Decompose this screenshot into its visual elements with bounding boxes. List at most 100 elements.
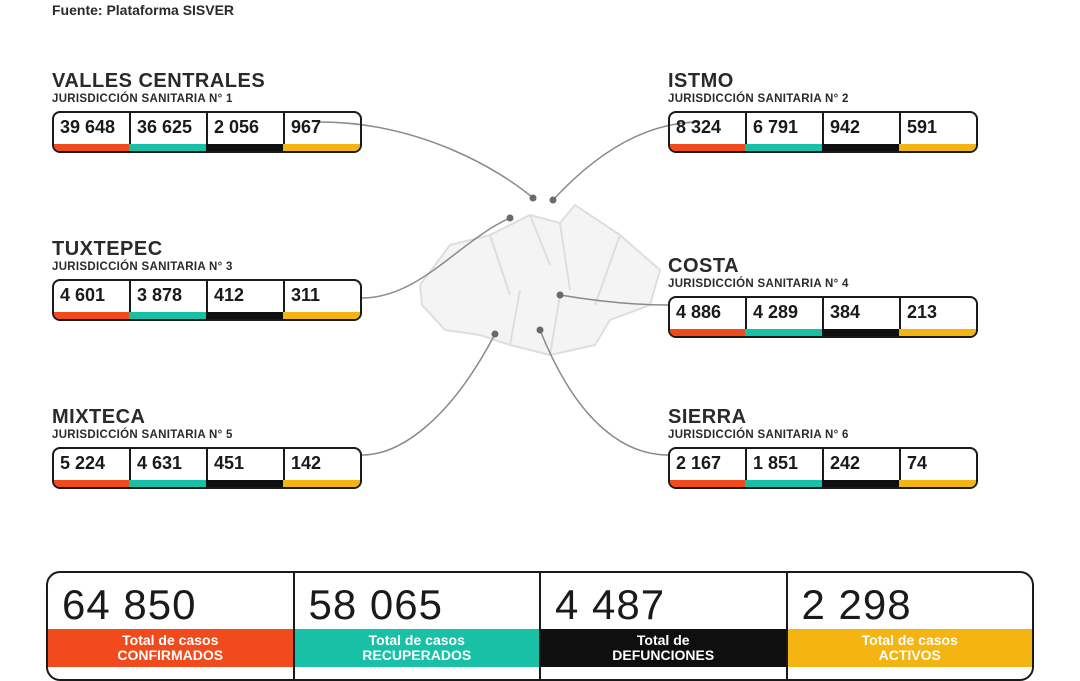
map-icon <box>410 195 670 365</box>
stat-box: 39 648 <box>54 113 131 151</box>
stat-color-bar <box>670 329 747 336</box>
stat-box: 451 <box>208 449 285 487</box>
region-title: MIXTECA <box>52 406 362 429</box>
stat-color-bar <box>283 312 360 319</box>
stat-color-bar <box>206 312 285 319</box>
stat-box: 4 886 <box>670 298 747 336</box>
stat-color-bar <box>129 480 208 487</box>
totals-panel: 64 850Total de casosCONFIRMADOS58 065Tot… <box>46 571 1034 681</box>
stat-color-bar <box>745 329 824 336</box>
stat-color-bar <box>899 480 976 487</box>
region-title: ISTMO <box>668 70 978 93</box>
region-stats: 4 6013 878412311 <box>52 279 362 321</box>
region-title: TUXTEPEC <box>52 238 362 261</box>
region-valles: VALLES CENTRALESJURISDICCIÓN SANITARIA N… <box>52 70 362 153</box>
total-value: 2 298 <box>802 581 1019 629</box>
total-label2: DEFUNCIONES <box>541 647 786 667</box>
stat-value: 242 <box>830 453 893 474</box>
stat-value: 451 <box>214 453 277 474</box>
stat-box: 967 <box>285 113 360 151</box>
stat-value: 4 886 <box>676 302 739 323</box>
stat-color-bar <box>283 480 360 487</box>
stat-value: 8 324 <box>676 117 739 138</box>
stat-value: 967 <box>291 117 354 138</box>
stat-color-bar <box>283 144 360 151</box>
region-title: COSTA <box>668 255 978 278</box>
stat-box: 5 224 <box>54 449 131 487</box>
stat-color-bar <box>670 480 747 487</box>
region-subtitle: JURISDICCIÓN SANITARIA N° 5 <box>52 429 362 441</box>
stat-value: 942 <box>830 117 893 138</box>
region-subtitle: JURISDICCIÓN SANITARIA N° 2 <box>668 93 978 105</box>
region-mixteca: MIXTECAJURISDICCIÓN SANITARIA N° 5 5 224 4… <box>52 406 362 489</box>
stat-color-bar <box>899 329 976 336</box>
stat-box: 384 <box>824 298 901 336</box>
stat-box: 4 631 <box>131 449 208 487</box>
total-box: 4 487Total deDEFUNCIONES <box>541 573 788 679</box>
stat-color-bar <box>822 144 901 151</box>
stat-value: 213 <box>907 302 970 323</box>
region-stats: 4 886 4 289 384 213 <box>668 296 978 338</box>
region-subtitle: JURISDICCIÓN SANITARIA N° 1 <box>52 93 362 105</box>
stat-value: 39 648 <box>60 117 123 138</box>
stat-color-bar <box>54 144 131 151</box>
stat-value: 384 <box>830 302 893 323</box>
stat-value: 6 791 <box>753 117 816 138</box>
source-text: Fuente: Plataforma SISVER <box>52 2 234 18</box>
stat-box: 591 <box>901 113 976 151</box>
stat-color-bar <box>206 480 285 487</box>
total-box: 58 065Total de casosRECUPERADOS <box>295 573 542 679</box>
region-costa: COSTAJURISDICCIÓN SANITARIA N° 4 4 886 4 2… <box>668 255 978 338</box>
stat-color-bar <box>899 144 976 151</box>
total-value: 58 065 <box>309 581 526 629</box>
stat-value: 3 878 <box>137 285 200 306</box>
region-stats: 2 167 1 851 242 74 <box>668 447 978 489</box>
stat-value: 591 <box>907 117 970 138</box>
stat-value: 36 625 <box>137 117 200 138</box>
stat-color-bar <box>822 480 901 487</box>
stat-box: 2 056 <box>208 113 285 151</box>
region-stats: 39 648 36 625 2 056 967 <box>52 111 362 153</box>
stat-box: 213 <box>901 298 976 336</box>
stat-color-bar <box>54 312 131 319</box>
region-sierra: SIERRAJURISDICCIÓN SANITARIA N° 62 1671 … <box>668 406 978 489</box>
stat-box: 3 878 <box>131 281 208 319</box>
stat-value: 4 631 <box>137 453 200 474</box>
stat-box: 36 625 <box>131 113 208 151</box>
region-stats: 5 224 4 631 451 142 <box>52 447 362 489</box>
region-istmo: ISTMOJURISDICCIÓN SANITARIA N° 2 8 324 6 7… <box>668 70 978 153</box>
total-label2: CONFIRMADOS <box>48 647 293 667</box>
total-box: 2 298Total de casosACTIVOS <box>788 573 1033 679</box>
stat-box: 942 <box>824 113 901 151</box>
total-label2: ACTIVOS <box>788 647 1033 667</box>
total-box: 64 850Total de casosCONFIRMADOS <box>48 573 295 679</box>
stat-value: 2 056 <box>214 117 277 138</box>
stat-box: 242 <box>824 449 901 487</box>
stat-color-bar <box>129 144 208 151</box>
region-subtitle: JURISDICCIÓN SANITARIA N° 3 <box>52 261 362 273</box>
stat-box: 4 601 <box>54 281 131 319</box>
stat-box: 74 <box>901 449 976 487</box>
stat-value: 5 224 <box>60 453 123 474</box>
total-label2: RECUPERADOS <box>295 647 540 667</box>
total-value: 64 850 <box>62 581 279 629</box>
region-title: SIERRA <box>668 406 978 429</box>
stat-value: 142 <box>291 453 354 474</box>
region-tuxte: TUXTEPECJURISDICCIÓN SANITARIA N° 3 4 601… <box>52 238 362 321</box>
stat-value: 311 <box>291 285 354 306</box>
region-title: VALLES CENTRALES <box>52 70 362 93</box>
stat-color-bar <box>745 480 824 487</box>
stat-value: 4 289 <box>753 302 816 323</box>
stat-box: 6 791 <box>747 113 824 151</box>
stat-color-bar <box>206 144 285 151</box>
stat-color-bar <box>670 144 747 151</box>
stat-box: 311 <box>285 281 360 319</box>
stat-value: 74 <box>907 453 970 474</box>
stat-value: 1 851 <box>753 453 816 474</box>
stat-color-bar <box>129 312 208 319</box>
region-stats: 8 324 6 791 942 591 <box>668 111 978 153</box>
region-subtitle: JURISDICCIÓN SANITARIA N° 4 <box>668 278 978 290</box>
stat-value: 4 601 <box>60 285 123 306</box>
stat-box: 142 <box>285 449 360 487</box>
stat-box: 2 167 <box>670 449 747 487</box>
